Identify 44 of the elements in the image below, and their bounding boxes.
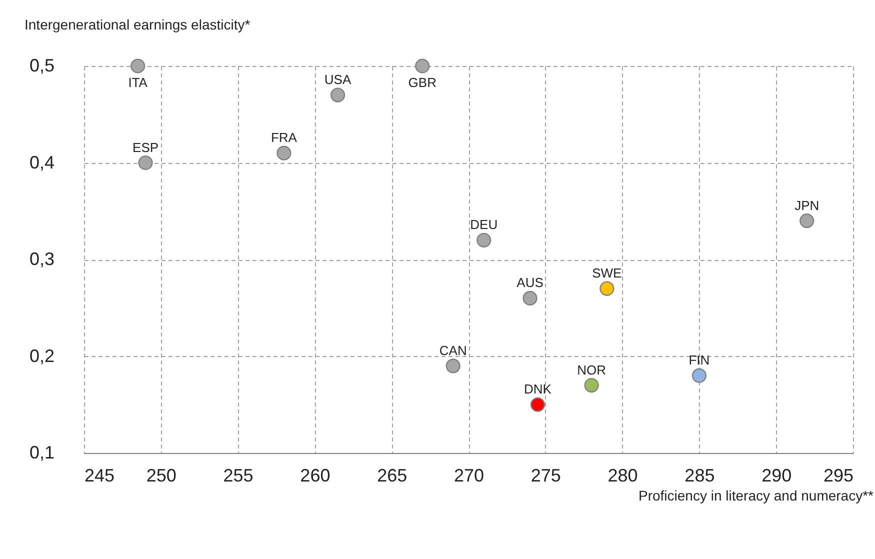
y-tick-label: 0,5 xyxy=(29,56,54,76)
series-label: USA xyxy=(324,72,352,88)
x-tick-label: 295 xyxy=(823,466,854,486)
series-label: NOR xyxy=(577,362,606,378)
point xyxy=(476,232,492,248)
point xyxy=(446,358,460,374)
y-tick-label: 0,3 xyxy=(29,249,54,269)
point xyxy=(330,88,346,102)
series-label: GBR xyxy=(408,75,436,90)
x-axis-title: Proficiency in literacy and numeracy** xyxy=(638,488,874,504)
series-label: SWE xyxy=(592,266,622,281)
point xyxy=(276,146,292,160)
point xyxy=(130,58,146,74)
point xyxy=(800,214,814,228)
y-tick-label: 0,1 xyxy=(29,442,54,462)
y-tick-label: 0,4 xyxy=(29,152,54,172)
series-label: FRA xyxy=(270,130,298,146)
x-tick-label: 255 xyxy=(223,466,254,486)
point xyxy=(584,378,599,393)
point xyxy=(530,397,546,412)
x-tick-label: 245 xyxy=(84,466,115,486)
x-tick-label: 285 xyxy=(684,466,715,486)
point xyxy=(692,368,707,383)
x-tick-label: 260 xyxy=(300,466,330,486)
series-label: CAN xyxy=(439,342,467,358)
x-tick-label: 290 xyxy=(762,466,792,486)
point xyxy=(138,155,153,170)
x-tick-label: 265 xyxy=(377,466,408,486)
series-label: ESP xyxy=(132,140,159,155)
series-label: FIN xyxy=(688,352,710,368)
x-tick-label: 275 xyxy=(530,466,561,486)
point xyxy=(522,290,538,306)
series-label: ITA xyxy=(128,75,148,90)
series-label: AUS xyxy=(516,275,544,290)
series-label: DEU xyxy=(470,217,498,232)
y-tick-label: 0,2 xyxy=(29,346,54,366)
x-tick-label: 270 xyxy=(454,466,484,486)
point xyxy=(600,281,614,296)
x-tick-label: 250 xyxy=(146,466,176,486)
series-label: JPN xyxy=(794,198,820,213)
point xyxy=(415,58,430,74)
y-axis-title: Intergenerational earnings elasticity* xyxy=(24,16,251,32)
x-tick-label: 280 xyxy=(608,466,638,486)
series-label: DNK xyxy=(524,382,552,397)
